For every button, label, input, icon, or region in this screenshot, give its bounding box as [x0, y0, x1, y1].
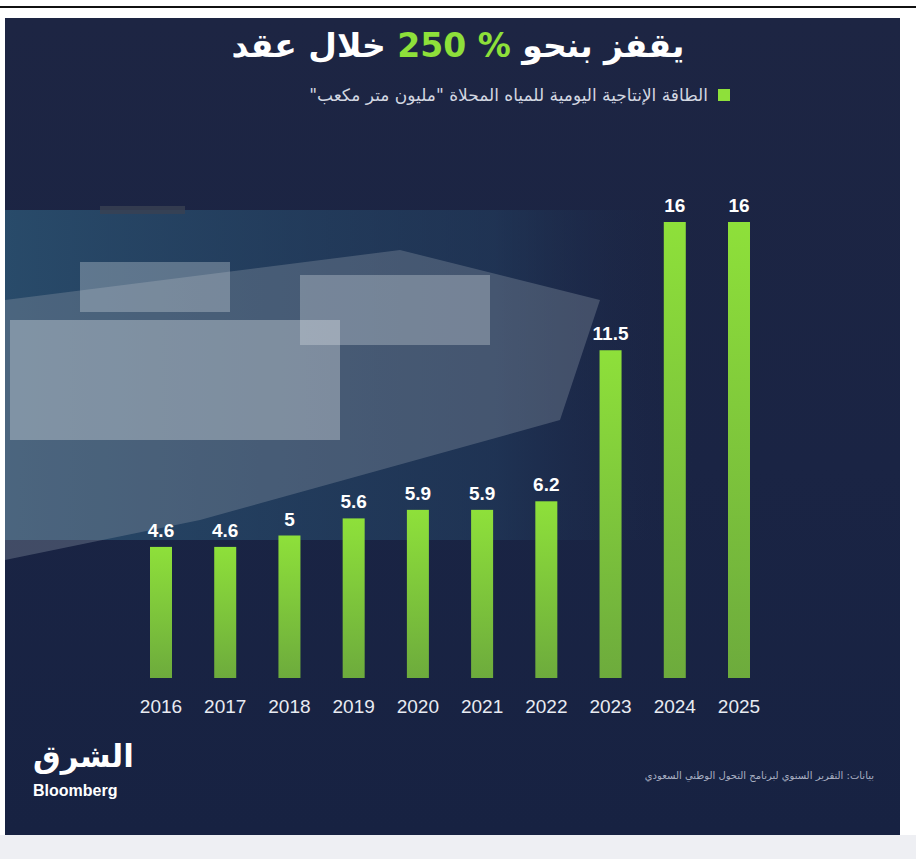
- bar: [471, 510, 493, 678]
- bar: [664, 222, 686, 678]
- bar: [214, 547, 236, 678]
- x-tick-label: 2017: [204, 696, 246, 717]
- data-label: 11.5: [593, 323, 629, 344]
- data-label: 6.2: [533, 474, 559, 495]
- logo: الشرق: [33, 738, 134, 774]
- title: يقفز بنحو 250 % خلال عقد: [0, 26, 916, 65]
- data-label: 5.9: [469, 483, 495, 504]
- data-label: 4.6: [148, 520, 174, 541]
- x-tick-label: 2020: [397, 696, 439, 717]
- x-tick-label: 2019: [333, 696, 375, 717]
- title-part: خلال عقد: [232, 26, 398, 65]
- data-label: 5.6: [340, 491, 366, 512]
- chart-svg: 4.6 4.6 5 5.6 5.9 5.9 6.2 11.5 16 16 2016 2017 2018 2…: [0, 0, 916, 859]
- bar: [600, 350, 622, 678]
- data-label: 16: [664, 195, 685, 216]
- title-part: يقفز بنحو: [511, 26, 685, 65]
- x-tick-label: 2023: [589, 696, 631, 717]
- data-label: 5.9: [405, 483, 431, 504]
- x-tick-label: 2025: [718, 696, 760, 717]
- bar: [278, 536, 300, 679]
- data-label: 16: [728, 195, 749, 216]
- building: [80, 262, 230, 312]
- source: بيانات: التقرير السنوي لبرنامج التحول ال…: [645, 770, 874, 781]
- labels: 4.6 4.6 5 5.6 5.9 5.9 6.2 11.5 16 16 2016 2017 2018 2…: [140, 195, 760, 717]
- data-label: 4.6: [212, 520, 238, 541]
- pier: [5, 250, 600, 560]
- bar: [535, 501, 557, 678]
- legend-swatch: [718, 89, 730, 101]
- building: [300, 275, 490, 345]
- bar: [728, 222, 750, 678]
- x-tick-label: 2018: [268, 696, 310, 717]
- bottom-strip: [0, 835, 916, 859]
- building: [10, 320, 340, 440]
- bar: [150, 547, 172, 678]
- logo-subtext: Bloomberg: [33, 782, 117, 800]
- bars: [150, 222, 750, 678]
- ship: [100, 206, 185, 214]
- legend-text: الطاقة الإنتاجية اليومية للمياه المحلاة …: [309, 85, 708, 105]
- data-label: 5: [284, 509, 295, 530]
- x-tick-label: 2021: [461, 696, 503, 717]
- x-tick-label: 2022: [525, 696, 567, 717]
- bar: [343, 518, 365, 678]
- bar: [407, 510, 429, 678]
- top-rule: [0, 6, 916, 8]
- x-tick-label: 2024: [654, 696, 697, 717]
- x-tick-label: 2016: [140, 696, 182, 717]
- title-highlight: 250 %: [397, 26, 510, 65]
- legend: الطاقة الإنتاجية اليومية للمياه المحلاة …: [309, 84, 730, 105]
